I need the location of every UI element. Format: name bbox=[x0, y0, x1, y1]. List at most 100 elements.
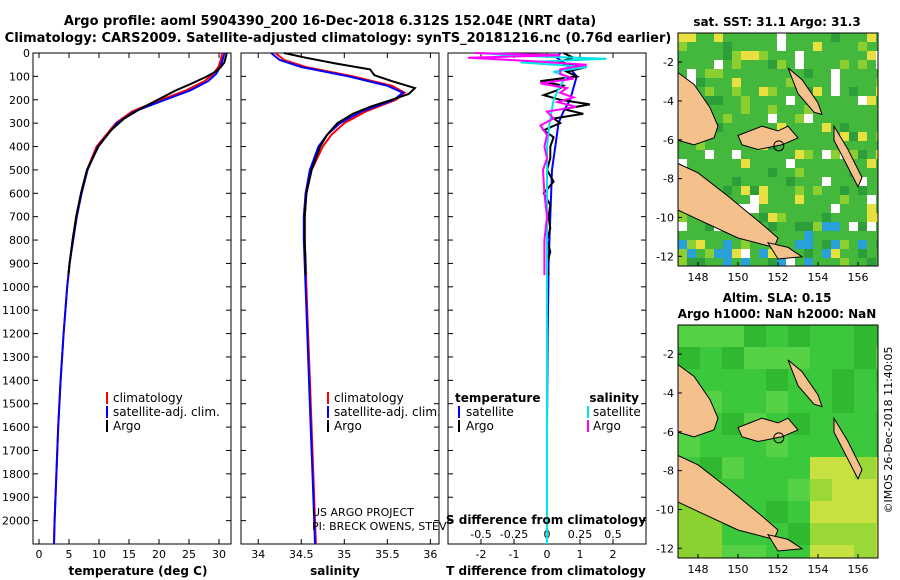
map-pixel bbox=[696, 258, 705, 266]
map-pixel bbox=[822, 123, 831, 132]
map-pixel bbox=[795, 186, 804, 195]
map-pixel bbox=[840, 240, 849, 249]
map-pixel bbox=[854, 479, 876, 501]
map-pixel bbox=[813, 222, 822, 231]
map-pixel bbox=[786, 96, 795, 105]
sla-map-title: Altim. SLA: 0.15 bbox=[723, 291, 832, 305]
map-pixel bbox=[700, 545, 722, 558]
depth-tick-label: 1700 bbox=[2, 444, 30, 457]
legend-label-argo: Argo bbox=[334, 419, 362, 433]
depth-tick-label: 1800 bbox=[2, 468, 30, 481]
map-pixel bbox=[705, 222, 714, 231]
map-pixel bbox=[876, 150, 878, 159]
map-pixel bbox=[876, 213, 878, 222]
map-pixel bbox=[831, 69, 840, 78]
series-line-temperature-argo bbox=[540, 52, 591, 276]
map-lat-label: -10 bbox=[656, 211, 674, 224]
map-lat-label: -4 bbox=[663, 95, 674, 108]
map-pixel bbox=[696, 78, 705, 87]
map-pixel bbox=[858, 132, 867, 141]
map-pixel bbox=[832, 479, 854, 501]
map-pixel bbox=[705, 69, 714, 78]
map-pixel bbox=[876, 325, 878, 347]
map-pixel bbox=[795, 60, 804, 69]
map-pixel bbox=[759, 213, 768, 222]
map-pixel bbox=[867, 96, 876, 105]
map-pixel bbox=[876, 523, 878, 545]
map-pixel bbox=[750, 204, 759, 213]
sst-map-image bbox=[677, 32, 879, 267]
map-pixel bbox=[858, 150, 867, 159]
map-pixel bbox=[723, 114, 732, 123]
map-pixel bbox=[768, 60, 777, 69]
map-pixel bbox=[822, 222, 831, 231]
map-pixel bbox=[750, 51, 759, 60]
temperature-panel: 0100200300400500600700800900100011001200… bbox=[2, 47, 232, 578]
title-line2: Climatology: CARS2009. Satellite-adjuste… bbox=[5, 31, 672, 46]
map-pixel bbox=[804, 258, 813, 266]
map-pixel bbox=[786, 258, 795, 266]
series-line-argo bbox=[67, 52, 228, 276]
map-pixel bbox=[867, 33, 876, 42]
map-pixel bbox=[678, 249, 687, 258]
depth-tick-label: 1900 bbox=[2, 491, 30, 504]
map-pixel bbox=[741, 159, 750, 168]
map-pixel bbox=[741, 204, 750, 213]
map-pixel bbox=[876, 479, 878, 501]
map-lat-label: -6 bbox=[663, 134, 674, 147]
s-tick-label: 0.25 bbox=[568, 528, 593, 541]
map-pixel bbox=[849, 222, 858, 231]
depth-tick-label: 1000 bbox=[2, 281, 30, 294]
map-lon-label: 152 bbox=[768, 563, 789, 576]
legend-label-argo: Argo bbox=[113, 419, 141, 433]
map-pixel bbox=[766, 369, 788, 391]
map-pixel bbox=[840, 186, 849, 195]
depth-tick-label: 800 bbox=[9, 234, 30, 247]
s-tick-label: -0.25 bbox=[500, 528, 528, 541]
legend-label-salinity-satellite: satellite bbox=[593, 405, 641, 419]
series-line-argo bbox=[283, 52, 417, 276]
map-pixel bbox=[795, 222, 804, 231]
map-lon-label: 156 bbox=[848, 271, 869, 284]
map-pixel bbox=[777, 258, 786, 266]
map-pixel bbox=[867, 258, 876, 266]
map-lat-label: -2 bbox=[663, 348, 674, 361]
map-pixel bbox=[687, 240, 696, 249]
map-lat-label: -8 bbox=[663, 465, 674, 478]
map-pixel bbox=[854, 347, 876, 369]
map-pixel bbox=[759, 195, 768, 204]
map-land bbox=[677, 71, 719, 146]
x-tick-label: 15 bbox=[122, 548, 136, 561]
map-pixel bbox=[678, 222, 687, 231]
legend-label-temperature-argo: Argo bbox=[466, 419, 494, 433]
map-pixel bbox=[822, 240, 831, 249]
map-pixel bbox=[831, 33, 840, 42]
map-pixel bbox=[795, 240, 804, 249]
map-pixel bbox=[759, 249, 768, 258]
depth-tick-label: 900 bbox=[9, 257, 30, 270]
x-tick-label: 10 bbox=[92, 548, 106, 561]
x-tick-label: 36 bbox=[423, 548, 437, 561]
map-pixel bbox=[732, 51, 741, 60]
map-pixel bbox=[714, 69, 723, 78]
temperature-axis-label: temperature (deg C) bbox=[69, 564, 208, 578]
map-pixel bbox=[678, 159, 687, 168]
map-pixel bbox=[849, 150, 858, 159]
series-line-salinity-argo bbox=[467, 52, 587, 276]
map-pixel bbox=[687, 249, 696, 258]
map-pixel bbox=[795, 114, 804, 123]
map-pixel bbox=[810, 545, 832, 558]
map-pixel bbox=[822, 213, 831, 222]
map-pixel bbox=[810, 501, 832, 523]
map-pixel bbox=[795, 168, 804, 177]
map-pixel bbox=[678, 347, 700, 369]
map-land bbox=[833, 124, 863, 188]
map-pixel bbox=[840, 258, 849, 266]
map-pixel bbox=[687, 33, 696, 42]
x-tick-label: 25 bbox=[182, 548, 196, 561]
x-tick-label: 0 bbox=[544, 548, 551, 561]
legend-label-climatology: climatology bbox=[334, 391, 404, 405]
temperature-legend: climatology satellite-adj. clim. Argo bbox=[106, 391, 220, 433]
map-pixel bbox=[831, 78, 840, 87]
map-pixel bbox=[831, 150, 840, 159]
